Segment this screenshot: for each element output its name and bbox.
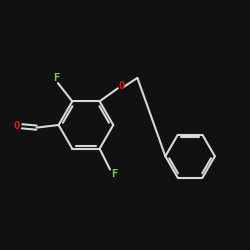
Text: O: O [118,81,124,91]
Text: F: F [54,74,60,84]
Text: F: F [112,169,118,179]
Text: O: O [13,121,20,131]
